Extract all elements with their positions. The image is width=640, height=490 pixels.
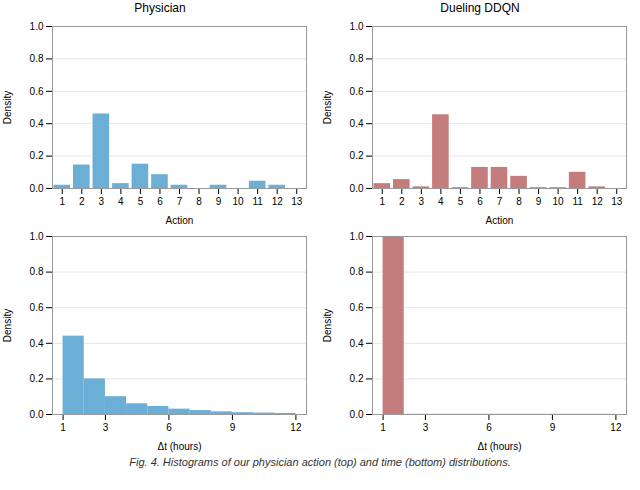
svg-text:12: 12 bbox=[290, 422, 302, 433]
svg-text:Density: Density bbox=[2, 91, 13, 124]
svg-text:1: 1 bbox=[59, 196, 65, 207]
svg-text:0.4: 0.4 bbox=[30, 118, 44, 129]
svg-text:1.0: 1.0 bbox=[350, 231, 364, 242]
svg-text:9: 9 bbox=[536, 196, 542, 207]
svg-text:0.8: 0.8 bbox=[30, 266, 44, 277]
svg-text:0.4: 0.4 bbox=[350, 338, 364, 349]
svg-text:Density: Density bbox=[2, 309, 13, 342]
svg-text:1.0: 1.0 bbox=[350, 21, 364, 32]
svg-text:0.0: 0.0 bbox=[350, 183, 364, 194]
svg-text:0.0: 0.0 bbox=[350, 409, 364, 420]
svg-text:6: 6 bbox=[166, 422, 172, 433]
html-text:Physician: Physician bbox=[134, 1, 186, 15]
svg-text:8: 8 bbox=[196, 196, 202, 207]
svg-text:10: 10 bbox=[233, 196, 245, 207]
svg-text:5: 5 bbox=[138, 196, 144, 207]
svg-text:0.6: 0.6 bbox=[350, 86, 364, 97]
svg-text:11: 11 bbox=[572, 196, 583, 207]
svg-text:3: 3 bbox=[419, 196, 425, 207]
svg-text:5: 5 bbox=[458, 196, 464, 207]
svg-text:9: 9 bbox=[550, 422, 556, 433]
svg-text:13: 13 bbox=[611, 196, 623, 207]
svg-text:2: 2 bbox=[399, 196, 405, 207]
svg-text:Density: Density bbox=[322, 91, 333, 124]
svg-text:6: 6 bbox=[477, 196, 483, 207]
svg-text:1.0: 1.0 bbox=[30, 231, 44, 242]
svg-text:0.2: 0.2 bbox=[30, 150, 44, 161]
svg-text:10: 10 bbox=[553, 196, 565, 207]
svg-text:0.6: 0.6 bbox=[30, 302, 44, 313]
svg-text:1.0: 1.0 bbox=[30, 21, 44, 32]
svg-text:1: 1 bbox=[60, 422, 66, 433]
svg-text:4: 4 bbox=[438, 196, 444, 207]
svg-text:0.2: 0.2 bbox=[350, 373, 364, 384]
svg-text:0.6: 0.6 bbox=[350, 302, 364, 313]
svg-text:6: 6 bbox=[157, 196, 163, 207]
svg-text:Action: Action bbox=[486, 215, 514, 226]
svg-text:12: 12 bbox=[610, 422, 622, 433]
svg-text:0.8: 0.8 bbox=[350, 266, 364, 277]
svg-text:6: 6 bbox=[486, 422, 492, 433]
svg-text:0.0: 0.0 bbox=[30, 183, 44, 194]
svg-text:1: 1 bbox=[380, 422, 386, 433]
svg-text:4: 4 bbox=[118, 196, 124, 207]
html-text:Fig. 4. Histograms of our phys: Fig. 4. Histograms of our physician acti… bbox=[129, 456, 511, 468]
html-text:Dueling DDQN: Dueling DDQN bbox=[440, 1, 520, 15]
svg-text:Δt (hours): Δt (hours) bbox=[478, 441, 522, 452]
svg-text:0.2: 0.2 bbox=[30, 373, 44, 384]
svg-text:0.6: 0.6 bbox=[30, 86, 44, 97]
svg-text:Δt (hours): Δt (hours) bbox=[158, 441, 202, 452]
svg-text:12: 12 bbox=[272, 196, 284, 207]
svg-text:2: 2 bbox=[79, 196, 85, 207]
svg-text:Action: Action bbox=[166, 215, 194, 226]
svg-text:0.8: 0.8 bbox=[30, 53, 44, 64]
svg-text:3: 3 bbox=[103, 422, 109, 433]
svg-text:0.4: 0.4 bbox=[350, 118, 364, 129]
svg-text:11: 11 bbox=[252, 196, 263, 207]
svg-text:0.2: 0.2 bbox=[350, 150, 364, 161]
svg-text:8: 8 bbox=[516, 196, 522, 207]
svg-text:3: 3 bbox=[99, 196, 105, 207]
svg-text:0.0: 0.0 bbox=[30, 409, 44, 420]
svg-text:9: 9 bbox=[216, 196, 222, 207]
svg-text:1: 1 bbox=[379, 196, 385, 207]
svg-text:7: 7 bbox=[497, 196, 503, 207]
svg-text:13: 13 bbox=[291, 196, 303, 207]
svg-text:12: 12 bbox=[592, 196, 604, 207]
svg-text:7: 7 bbox=[177, 196, 183, 207]
svg-text:0.8: 0.8 bbox=[350, 53, 364, 64]
svg-text:0.4: 0.4 bbox=[30, 338, 44, 349]
svg-text:Density: Density bbox=[322, 309, 333, 342]
svg-text:3: 3 bbox=[423, 422, 429, 433]
svg-text:9: 9 bbox=[230, 422, 236, 433]
